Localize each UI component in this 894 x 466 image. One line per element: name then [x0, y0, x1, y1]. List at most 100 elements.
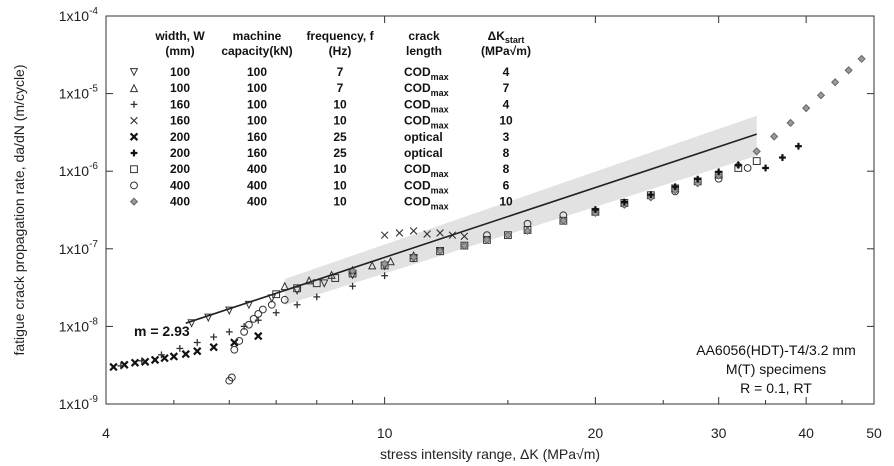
x-tick-label: 50: [866, 425, 882, 441]
data-point-plus: [210, 333, 218, 341]
data-point-diamond: [857, 54, 866, 64]
legend-cell: 25: [333, 146, 347, 160]
data-point-diamond: [831, 78, 840, 87]
legend-header-line1: machine: [233, 29, 282, 43]
data-point-diamond: [523, 226, 532, 236]
data-point-diamond: [714, 171, 723, 180]
data-point-circle: [245, 320, 253, 329]
legend-marker-circle: [130, 181, 138, 190]
data-point-circle: [254, 309, 263, 318]
data-point-plus: [272, 309, 280, 317]
scatter-band: [284, 115, 757, 306]
legend-cell-dk: 4: [503, 97, 510, 111]
legend-cell-dk: 10: [499, 195, 513, 209]
data-point-diamond: [786, 118, 795, 127]
legend-cell-crack: CODmax: [404, 65, 449, 82]
data-point-circle: [743, 164, 752, 172]
data-point-star-plus: [671, 183, 679, 191]
legend-cell: 200: [170, 146, 190, 160]
data-point-diamond: [844, 66, 853, 75]
legend-cell-dk: 8: [503, 162, 510, 176]
legend-header-line1: ΔKstart: [488, 29, 525, 45]
legend-cell: 10: [333, 162, 347, 176]
legend-cell-crack: CODmax: [404, 162, 449, 179]
data-point-cross: [395, 229, 404, 237]
data-point-star-cross: [181, 349, 190, 359]
data-point-circle: [240, 327, 249, 336]
data-point-diamond: [770, 132, 779, 141]
legend-cell: 100: [247, 97, 267, 111]
y-axis-title: fatigue crack propagation rate, da/dN (m…: [11, 64, 27, 355]
legend-cell-crack: optical: [404, 146, 443, 160]
legend-cell: 160: [247, 130, 267, 144]
legend-cell: 400: [247, 162, 267, 176]
data-point-star-plus: [694, 175, 702, 183]
data-point-diamond: [380, 259, 389, 268]
data-point-star-cross: [160, 353, 169, 363]
data-point-circle: [267, 300, 276, 309]
data-point-plus: [225, 328, 233, 336]
data-point-star-cross: [230, 338, 239, 347]
data-point-star-cross: [109, 362, 118, 372]
data-point-plus: [176, 345, 184, 352]
data-point-tri-up: [367, 260, 377, 270]
y-tick-label: 1x10-8: [59, 316, 99, 334]
legend-cell: 10: [333, 195, 347, 209]
data-point-circle: [249, 314, 258, 323]
legend-marker-tri-down: [129, 68, 139, 77]
data-point-circle: [230, 345, 239, 354]
legend-cell: 7: [337, 65, 344, 79]
data-point-tri-up: [386, 256, 395, 266]
data-point-circle: [227, 373, 236, 382]
data-point-star-cross: [193, 346, 202, 356]
legend-cell: 100: [170, 65, 190, 79]
data-point-star-cross: [209, 342, 218, 352]
data-point-diamond: [409, 253, 418, 262]
y-tick-label: 1x10-5: [59, 84, 99, 102]
x-tick-label: 10: [377, 425, 393, 441]
data-point-tri-down: [187, 319, 196, 328]
legend-marker-plus: [130, 101, 138, 108]
data-point-square: [752, 157, 761, 165]
y-tick-label: 1x10-6: [59, 161, 99, 179]
legend-cell: 400: [170, 178, 190, 192]
legend-cell: 100: [247, 114, 267, 128]
legend-header-line2: length: [406, 44, 442, 58]
info-line-material: AA6056(HDT)-T4/3.2 mm: [696, 342, 855, 358]
legend-cell-crack: CODmax: [404, 178, 449, 195]
data-point-star-cross: [150, 355, 160, 365]
data-point-tri-down: [225, 306, 234, 316]
data-point-diamond: [802, 104, 811, 113]
legend-header-line2: capacity(kN): [221, 44, 292, 58]
legend-header-line1: width, W: [154, 29, 205, 43]
data-point-tri-down: [244, 300, 254, 310]
axis-ticks: 4 10 20 30 40 50 1x10-9 1x10-8 1x10-7 1x10-6 1x10-…: [59, 6, 882, 441]
legend-cell: 160: [247, 146, 267, 160]
legend-cell-dk: 6: [503, 178, 510, 192]
data-point-circle: [235, 337, 244, 345]
data-point-tri-down: [320, 279, 329, 288]
data-point-plus: [349, 282, 356, 290]
legend-header-line2: (MPa√m): [481, 44, 531, 58]
y-tick-label: 1x10-7: [59, 239, 99, 257]
legend-cell: 200: [170, 130, 190, 144]
legend-cell-dk: 4: [503, 65, 510, 79]
data-point-star-cross: [120, 360, 129, 369]
y-tick-label: 1x10-4: [59, 6, 99, 24]
data-point-cross: [380, 231, 389, 239]
slope-label: m = 2.93: [134, 323, 190, 339]
data-point-diamond: [816, 91, 826, 100]
data-point-diamond: [348, 266, 357, 275]
legend-cell: 10: [333, 178, 347, 192]
legend-header-line1: frequency, f: [306, 29, 374, 43]
data-point-star-plus: [779, 154, 786, 161]
legend-header-line1: crack: [408, 29, 440, 43]
legend-cell-crack: CODmax: [404, 97, 449, 114]
data-point-star-cross: [169, 352, 179, 361]
data-point-star-plus: [715, 168, 723, 176]
specimen-info: AA6056(HDT)-T4/3.2 mm M(T) specimens R =…: [696, 342, 855, 396]
legend-cell: 10: [333, 114, 347, 128]
legend-header-line2: (Hz): [329, 44, 352, 58]
data-point-plus: [158, 351, 165, 359]
